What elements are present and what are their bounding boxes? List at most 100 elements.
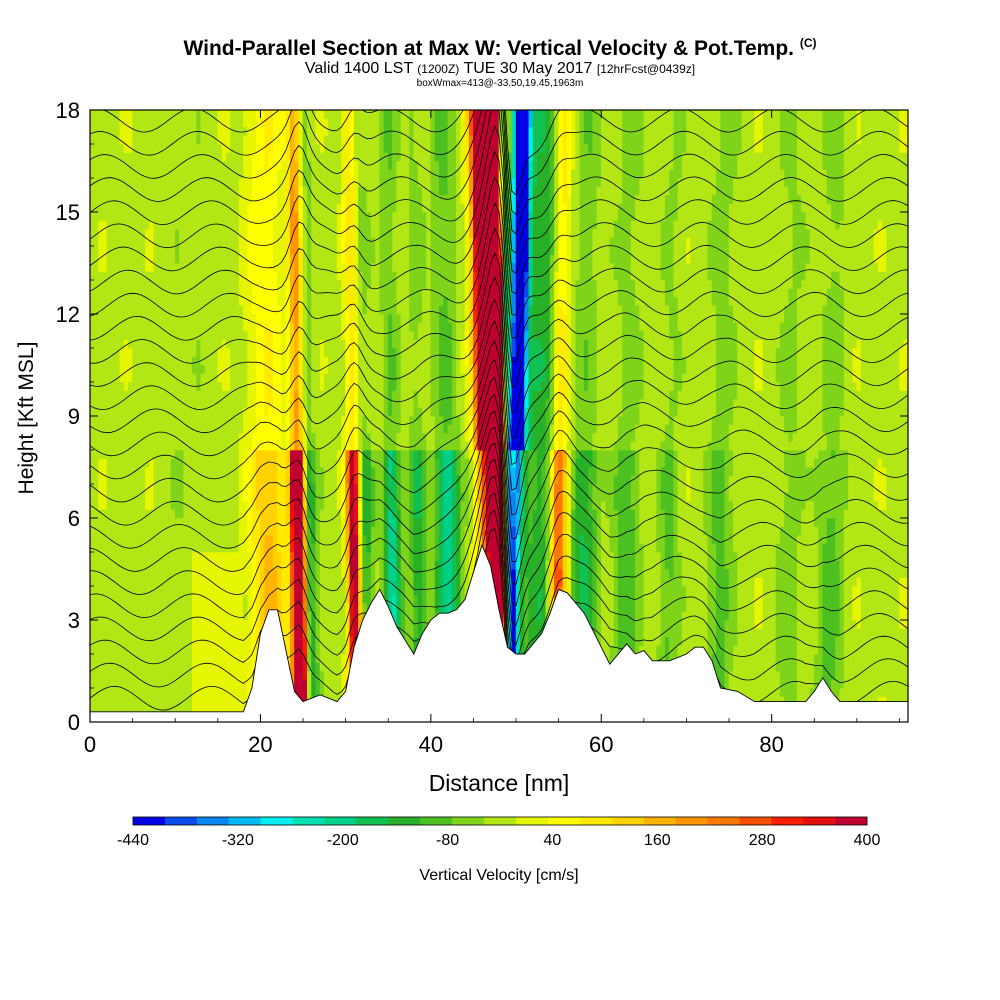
- field-cell: [375, 560, 381, 570]
- field-cell: [460, 500, 466, 510]
- field-cell: [285, 653, 291, 663]
- field-cell: [762, 585, 768, 595]
- field-cell: [358, 543, 363, 553]
- field-cell: [153, 662, 159, 672]
- field-cell: [277, 594, 283, 604]
- field-cell: [289, 670, 295, 680]
- field-cell: [813, 611, 819, 621]
- field-cell: [724, 526, 730, 536]
- field-cell: [694, 509, 700, 519]
- field-cell: [294, 653, 300, 663]
- field-cell: [187, 704, 193, 714]
- field-cell: [843, 670, 849, 680]
- field-cell: [200, 551, 206, 561]
- field-cell: [669, 517, 674, 527]
- field-cell: [315, 526, 321, 536]
- field-cell: [208, 585, 214, 595]
- field-cell: [319, 679, 325, 689]
- field-cell: [272, 500, 278, 510]
- field-cell: [98, 662, 104, 672]
- field-cell: [826, 509, 832, 519]
- field-cell: [635, 560, 640, 570]
- field-cell: [217, 594, 223, 604]
- field-cell: [541, 594, 547, 604]
- field-cell: [741, 551, 747, 561]
- field-cell: [537, 619, 542, 629]
- field-cell: [434, 560, 440, 570]
- field-cell: [750, 645, 755, 655]
- field-cell: [191, 568, 197, 578]
- field-cell: [302, 500, 308, 510]
- field-cell: [818, 653, 824, 663]
- field-cell: [579, 577, 585, 587]
- field-cell: [93, 679, 99, 689]
- field-cell: [396, 577, 402, 587]
- field-cell: [711, 611, 717, 621]
- field-cell: [366, 577, 372, 587]
- field-cell: [762, 568, 768, 578]
- field-cell: [302, 560, 308, 570]
- field-cell: [430, 534, 436, 544]
- field-cell: [839, 568, 845, 578]
- field-cell: [507, 585, 513, 595]
- field-cell: [264, 560, 270, 570]
- field-cell: [106, 594, 112, 604]
- field-cell: [324, 628, 329, 638]
- field-cell: [204, 500, 210, 510]
- field-cell: [733, 560, 738, 570]
- field-cell: [439, 585, 444, 595]
- field-cell: [98, 696, 104, 706]
- field-cell: [600, 534, 606, 544]
- field-cell: [196, 585, 202, 595]
- field-cell: [456, 526, 461, 536]
- field-cell: [145, 551, 150, 561]
- field-cell: [711, 543, 717, 553]
- field-cell: [217, 560, 223, 570]
- field-cell: [856, 594, 862, 604]
- field-cell: [873, 653, 879, 663]
- field-cell: [128, 526, 133, 536]
- field-cell: [741, 653, 747, 663]
- field-cell: [170, 509, 176, 519]
- field-cell: [703, 619, 709, 629]
- field-cell: [136, 551, 142, 561]
- field-cell: [208, 500, 214, 510]
- field-cell: [703, 585, 709, 595]
- field-cell: [843, 543, 849, 553]
- field-cell: [226, 619, 231, 629]
- field-cell: [422, 619, 427, 629]
- field-cell: [656, 611, 662, 621]
- field-cell: [681, 500, 687, 510]
- field-cell: [243, 653, 248, 663]
- field-cell: [822, 560, 828, 570]
- field-cell: [745, 577, 751, 587]
- field-cell: [302, 517, 308, 527]
- field-cell: [226, 670, 231, 680]
- field-cell: [698, 619, 704, 629]
- field-cell: [200, 585, 206, 595]
- field-cell: [191, 577, 197, 587]
- field-cell: [656, 500, 662, 510]
- field-cell: [111, 704, 116, 714]
- field-cell: [174, 560, 180, 570]
- field-cell: [805, 568, 811, 578]
- field-cell: [140, 509, 146, 519]
- field-cell: [609, 568, 615, 578]
- field-cell: [187, 636, 193, 646]
- field-cell: [515, 619, 521, 629]
- field-cell: [579, 585, 585, 595]
- field-cell: [537, 560, 542, 570]
- field-cell: [90, 679, 95, 689]
- field-cell: [839, 594, 845, 604]
- field-cell: [720, 662, 726, 672]
- field-cell: [234, 619, 240, 629]
- field-cell: [609, 526, 615, 536]
- field-cell: [179, 526, 185, 536]
- field-cell: [238, 543, 244, 553]
- field-cell: [788, 653, 794, 663]
- field-cell: [251, 602, 257, 612]
- field-cell: [869, 602, 875, 612]
- field-cell: [899, 602, 905, 612]
- field-cell: [162, 509, 167, 519]
- field-cell: [111, 679, 116, 689]
